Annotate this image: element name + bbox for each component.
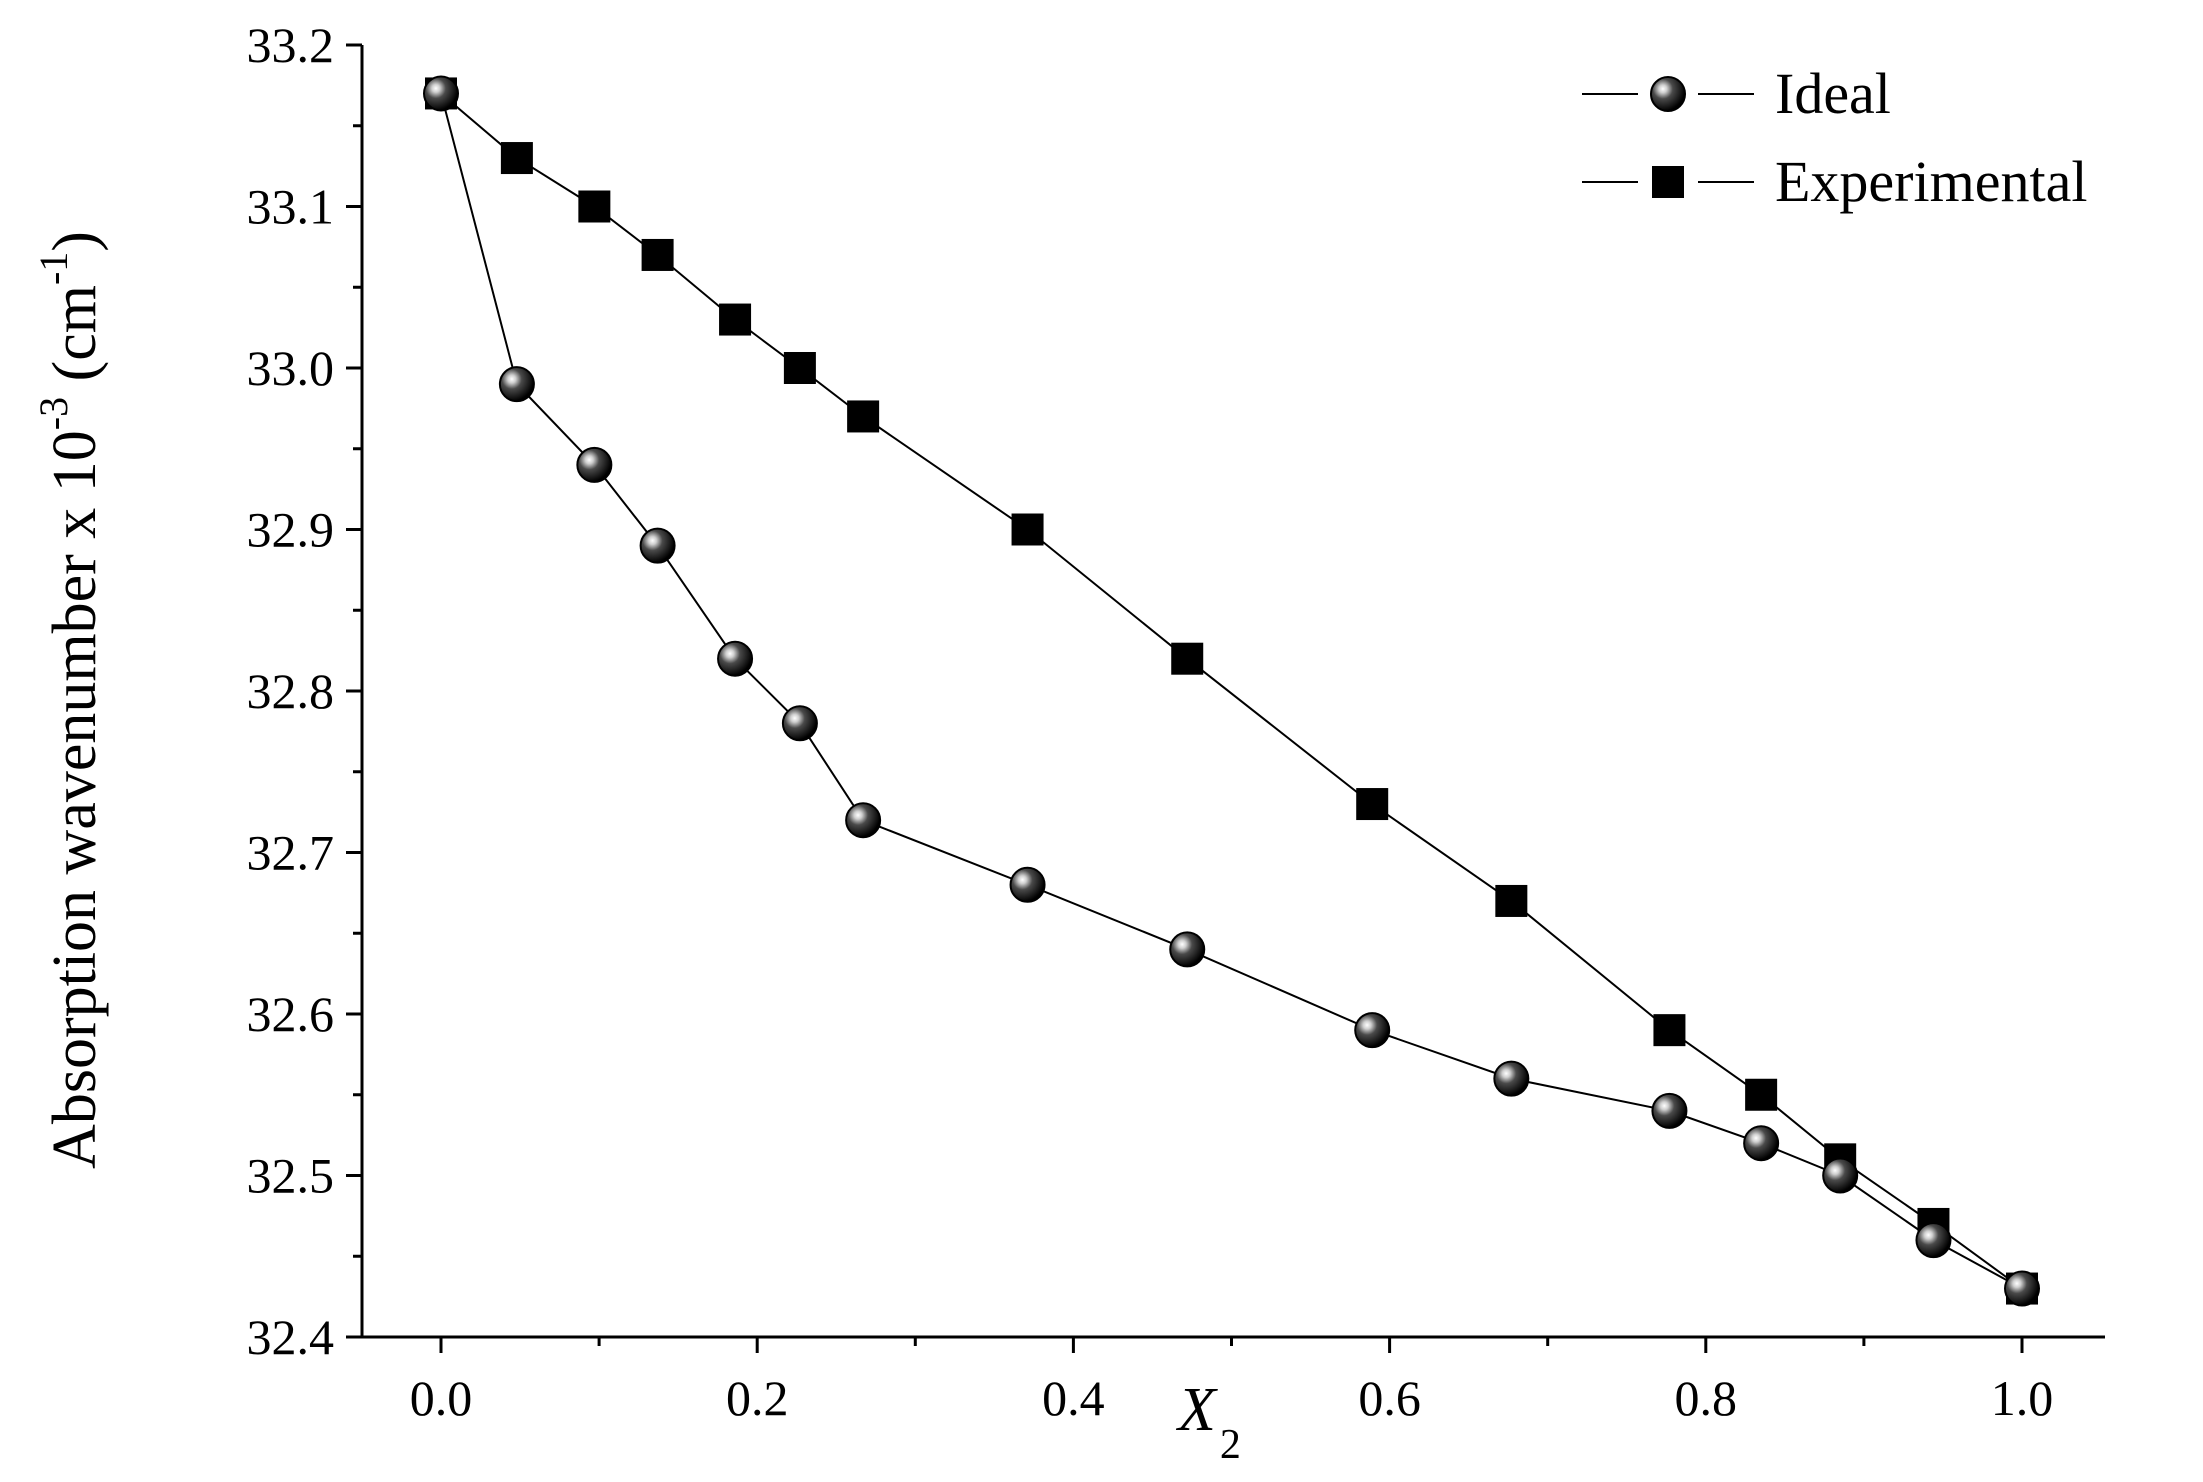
series-experimental (425, 77, 2038, 1305)
data-point-ideal (576, 446, 613, 483)
data-point-ideal (1915, 1222, 1952, 1259)
legend-item-ideal: Ideal (1582, 61, 1891, 126)
data-point-ideal (498, 366, 535, 403)
y-axis-unit-exponent: -1 (31, 252, 76, 285)
data-point-experimental (578, 190, 611, 223)
y-tick-label: 32.4 (247, 1309, 335, 1365)
data-point-ideal (1169, 931, 1206, 968)
legend-label-ideal: Ideal (1775, 61, 1891, 126)
data-point-ideal (845, 802, 882, 839)
data-point-ideal (2004, 1270, 2040, 1307)
series-line-experimental (440, 92, 2023, 1290)
data-point-ideal (1493, 1060, 1530, 1097)
legend-item-experimental: Experimental (1582, 149, 2087, 214)
y-axis-unit-open: (cm (41, 285, 109, 397)
x-ticks: 0.0 0.2 0.4 0.6 0.8 1.0 (410, 1337, 2054, 1426)
data-point-experimental (1011, 513, 1044, 546)
data-point-experimental (847, 400, 880, 433)
data-point-experimental (1745, 1078, 1778, 1111)
data-point-experimental (719, 303, 752, 336)
y-tick-label: 32.8 (247, 663, 335, 719)
x-tick-label: 0.0 (410, 1370, 473, 1426)
x-axis-subscript: 2 (1220, 1422, 1241, 1468)
data-point-experimental (783, 352, 816, 384)
data-point-experimental (1171, 642, 1204, 675)
x-tick-label: 0.8 (1675, 1370, 1738, 1426)
legend-marker-square (1652, 166, 1684, 198)
data-point-ideal (1651, 1092, 1688, 1129)
y-tick-label: 32.9 (247, 502, 335, 558)
data-point-experimental (1653, 1014, 1686, 1047)
y-axis-title: Absorption wavenumber x 10-3 (cm-1) (31, 231, 109, 1169)
data-point-experimental (641, 238, 674, 271)
data-point-ideal (781, 705, 818, 742)
data-point-ideal (639, 527, 676, 564)
data-point-ideal (1009, 866, 1046, 903)
legend: Ideal Experimental (1582, 61, 2087, 214)
data-point-ideal (1743, 1125, 1780, 1162)
y-tick-label: 32.7 (247, 825, 335, 881)
x-tick-label: 0.2 (726, 1370, 789, 1426)
data-point-ideal (1354, 1012, 1391, 1049)
plot-axes (360, 45, 2105, 1339)
y-ticks: 32.4 32.5 32.6 32.7 32.8 32.9 33.0 33.1 33.2 (247, 17, 362, 1365)
x-tick-label: 0.6 (1358, 1370, 1421, 1426)
y-tick-label: 33.1 (247, 179, 335, 235)
y-axis-exponent: -3 (31, 397, 76, 430)
data-point-ideal (717, 640, 754, 677)
data-point-experimental (1495, 884, 1528, 917)
data-point-ideal (1822, 1157, 1859, 1194)
y-tick-label: 32.6 (247, 986, 335, 1042)
x-axis-title: X2 (1175, 1376, 1241, 1468)
legend-label-experimental: Experimental (1775, 149, 2087, 214)
series-line-ideal (440, 93, 2023, 1290)
data-point-experimental (1356, 788, 1389, 821)
x-tick-label: 1.0 (1991, 1370, 2054, 1426)
series-layer (423, 75, 2040, 1307)
y-axis-unit-close: ) (41, 231, 109, 252)
series-ideal (423, 75, 2040, 1307)
y-tick-label: 32.5 (247, 1148, 335, 1204)
legend-marker-sphere (1650, 76, 1686, 112)
y-tick-label: 33.0 (247, 340, 335, 396)
data-point-experimental (500, 142, 533, 175)
x-tick-label: 0.4 (1042, 1370, 1105, 1426)
data-point-ideal (423, 75, 459, 112)
y-tick-label: 33.2 (247, 17, 335, 73)
